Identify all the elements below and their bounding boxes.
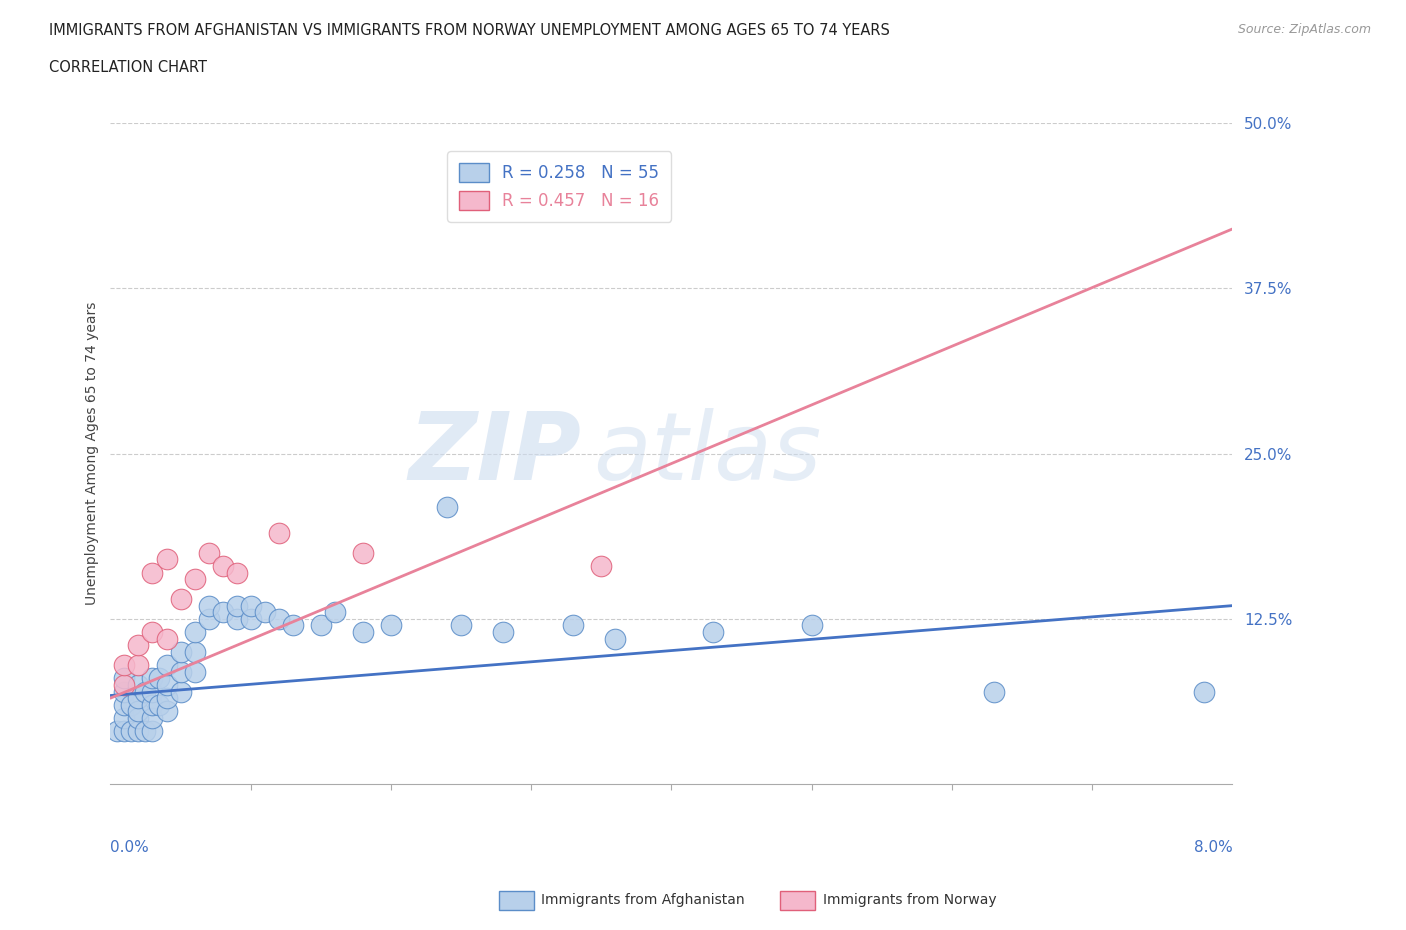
- Point: [141, 625, 163, 640]
- Point: [114, 711, 136, 725]
- Point: [450, 618, 472, 633]
- Point: [155, 631, 177, 646]
- Point: [183, 644, 205, 659]
- Point: [281, 618, 304, 633]
- Point: [127, 638, 149, 653]
- Point: [141, 684, 163, 699]
- Point: [267, 525, 290, 540]
- Point: [141, 711, 163, 725]
- Point: [141, 671, 163, 685]
- Point: [114, 684, 136, 699]
- Legend: R = 0.258   N = 55, R = 0.457   N = 16: R = 0.258 N = 55, R = 0.457 N = 16: [447, 152, 671, 221]
- Point: [702, 625, 724, 640]
- Point: [127, 711, 149, 725]
- Point: [309, 618, 332, 633]
- Point: [141, 565, 163, 580]
- Point: [155, 658, 177, 672]
- Point: [114, 658, 136, 672]
- Point: [436, 499, 458, 514]
- Point: [323, 604, 346, 619]
- Point: [562, 618, 585, 633]
- Point: [183, 625, 205, 640]
- Point: [141, 698, 163, 712]
- Point: [155, 691, 177, 706]
- Point: [197, 545, 219, 560]
- Text: atlas: atlas: [593, 408, 821, 499]
- Point: [134, 724, 156, 738]
- Point: [127, 677, 149, 692]
- Point: [239, 598, 262, 613]
- Point: [120, 724, 142, 738]
- Point: [148, 698, 170, 712]
- Point: [492, 625, 515, 640]
- Point: [253, 604, 276, 619]
- Point: [380, 618, 402, 633]
- Point: [183, 572, 205, 587]
- Text: 0.0%: 0.0%: [111, 840, 149, 855]
- Point: [134, 684, 156, 699]
- Point: [114, 698, 136, 712]
- Text: IMMIGRANTS FROM AFGHANISTAN VS IMMIGRANTS FROM NORWAY UNEMPLOYMENT AMONG AGES 65: IMMIGRANTS FROM AFGHANISTAN VS IMMIGRANT…: [49, 23, 890, 38]
- Point: [155, 704, 177, 719]
- Point: [239, 611, 262, 626]
- Point: [183, 664, 205, 679]
- Point: [169, 644, 191, 659]
- Point: [605, 631, 627, 646]
- Text: 8.0%: 8.0%: [1194, 840, 1232, 855]
- Text: Source: ZipAtlas.com: Source: ZipAtlas.com: [1237, 23, 1371, 36]
- Text: Immigrants from Norway: Immigrants from Norway: [823, 893, 995, 908]
- Point: [225, 611, 247, 626]
- Point: [1192, 684, 1215, 699]
- Point: [155, 551, 177, 566]
- Point: [127, 724, 149, 738]
- Point: [169, 684, 191, 699]
- Point: [197, 611, 219, 626]
- Point: [211, 559, 233, 574]
- Text: ZIP: ZIP: [409, 407, 582, 499]
- Point: [107, 724, 129, 738]
- Point: [114, 671, 136, 685]
- Text: CORRELATION CHART: CORRELATION CHART: [49, 60, 207, 75]
- Point: [225, 598, 247, 613]
- Point: [169, 664, 191, 679]
- Text: Immigrants from Afghanistan: Immigrants from Afghanistan: [541, 893, 745, 908]
- Point: [225, 565, 247, 580]
- Point: [114, 677, 136, 692]
- Point: [267, 611, 290, 626]
- Point: [148, 671, 170, 685]
- Point: [120, 698, 142, 712]
- Point: [800, 618, 823, 633]
- Point: [352, 545, 374, 560]
- Point: [114, 724, 136, 738]
- Point: [983, 684, 1005, 699]
- Y-axis label: Unemployment Among Ages 65 to 74 years: Unemployment Among Ages 65 to 74 years: [86, 302, 100, 605]
- Point: [591, 559, 613, 574]
- Point: [169, 591, 191, 606]
- Point: [352, 625, 374, 640]
- Point: [211, 604, 233, 619]
- Point: [127, 691, 149, 706]
- Point: [155, 677, 177, 692]
- Point: [197, 598, 219, 613]
- Point: [127, 658, 149, 672]
- Point: [127, 704, 149, 719]
- Point: [141, 724, 163, 738]
